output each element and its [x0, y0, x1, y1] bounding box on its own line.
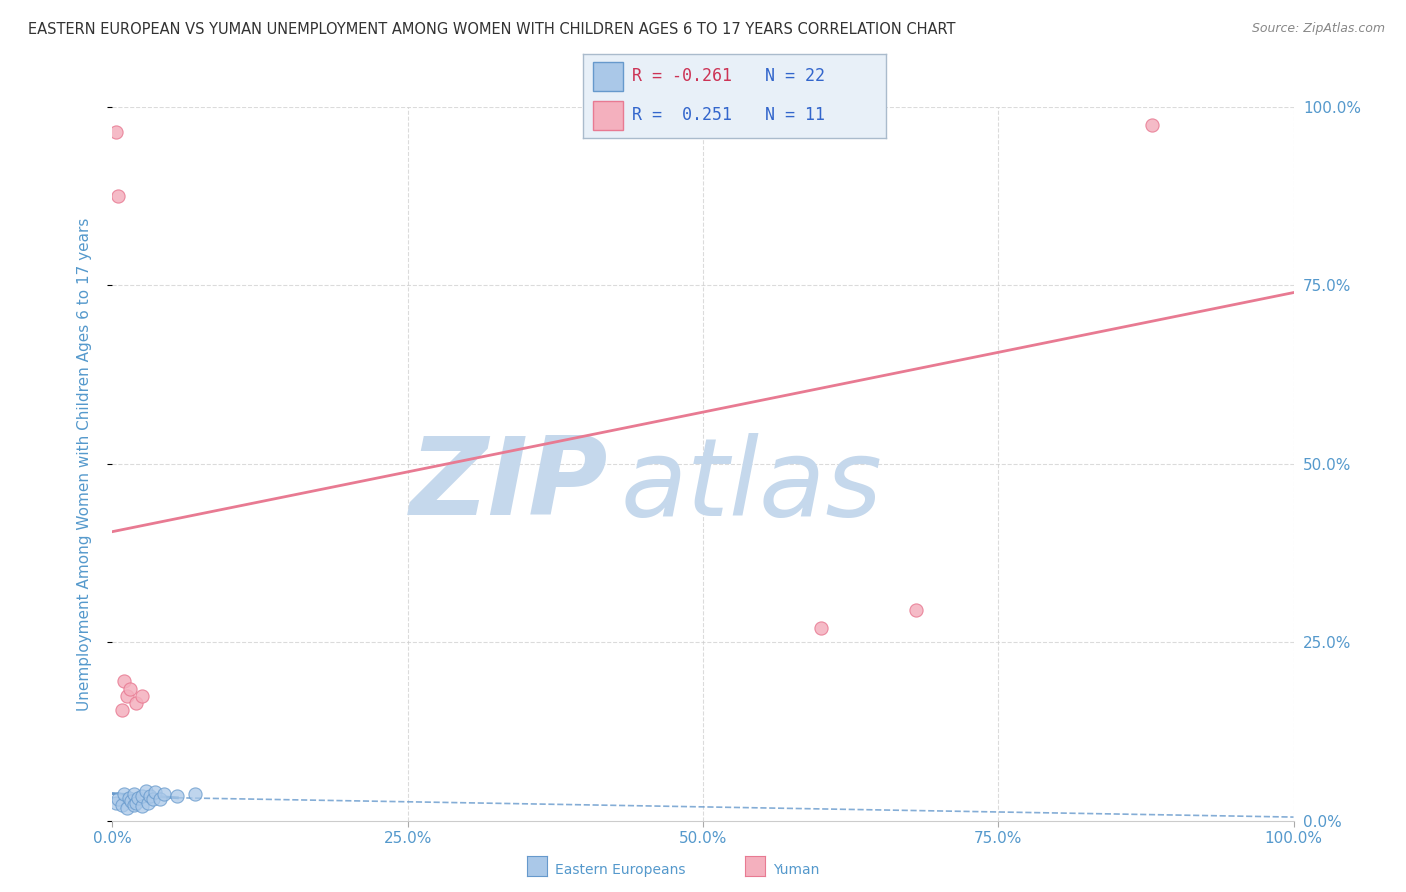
Point	[115, 689, 138, 703]
Point	[1140, 118, 1163, 132]
Text: atlas: atlas	[620, 433, 882, 538]
Point	[904, 603, 927, 617]
Text: R = -0.261: R = -0.261	[631, 68, 733, 86]
Point	[105, 796, 128, 810]
Point	[131, 799, 153, 814]
Point	[135, 783, 157, 797]
Point	[111, 703, 134, 717]
Text: R =  0.251: R = 0.251	[631, 106, 733, 124]
Bar	[592, 101, 623, 130]
Text: N = 11: N = 11	[765, 106, 825, 124]
Point	[166, 789, 188, 803]
Bar	[592, 62, 623, 91]
Point	[131, 689, 153, 703]
Point	[149, 792, 172, 806]
Text: ZIP: ZIP	[411, 433, 609, 538]
Point	[107, 189, 129, 203]
Point	[111, 797, 134, 812]
Point	[131, 789, 153, 803]
Point	[122, 797, 145, 812]
Point	[127, 790, 149, 805]
Point	[115, 801, 138, 815]
Point	[184, 787, 207, 801]
Point	[153, 787, 176, 801]
Point	[125, 796, 148, 810]
Point	[142, 792, 165, 806]
Point	[112, 674, 135, 689]
Point	[136, 796, 159, 810]
Text: Source: ZipAtlas.com: Source: ZipAtlas.com	[1251, 22, 1385, 36]
Text: N = 22: N = 22	[765, 68, 825, 86]
Text: EASTERN EUROPEAN VS YUMAN UNEMPLOYMENT AMONG WOMEN WITH CHILDREN AGES 6 TO 17 YE: EASTERN EUROPEAN VS YUMAN UNEMPLOYMENT A…	[28, 22, 956, 37]
Point	[139, 789, 162, 803]
Text: Yuman: Yuman	[773, 863, 820, 877]
Point	[810, 621, 832, 635]
Point	[118, 790, 141, 805]
Text: Eastern Europeans: Eastern Europeans	[555, 863, 686, 877]
Point	[112, 787, 135, 801]
Point	[143, 785, 166, 799]
Point	[120, 794, 142, 808]
Point	[122, 787, 145, 801]
Point	[107, 792, 129, 806]
Point	[120, 681, 142, 696]
Point	[105, 125, 128, 139]
Point	[125, 696, 148, 710]
Y-axis label: Unemployment Among Women with Children Ages 6 to 17 years: Unemployment Among Women with Children A…	[77, 217, 91, 711]
